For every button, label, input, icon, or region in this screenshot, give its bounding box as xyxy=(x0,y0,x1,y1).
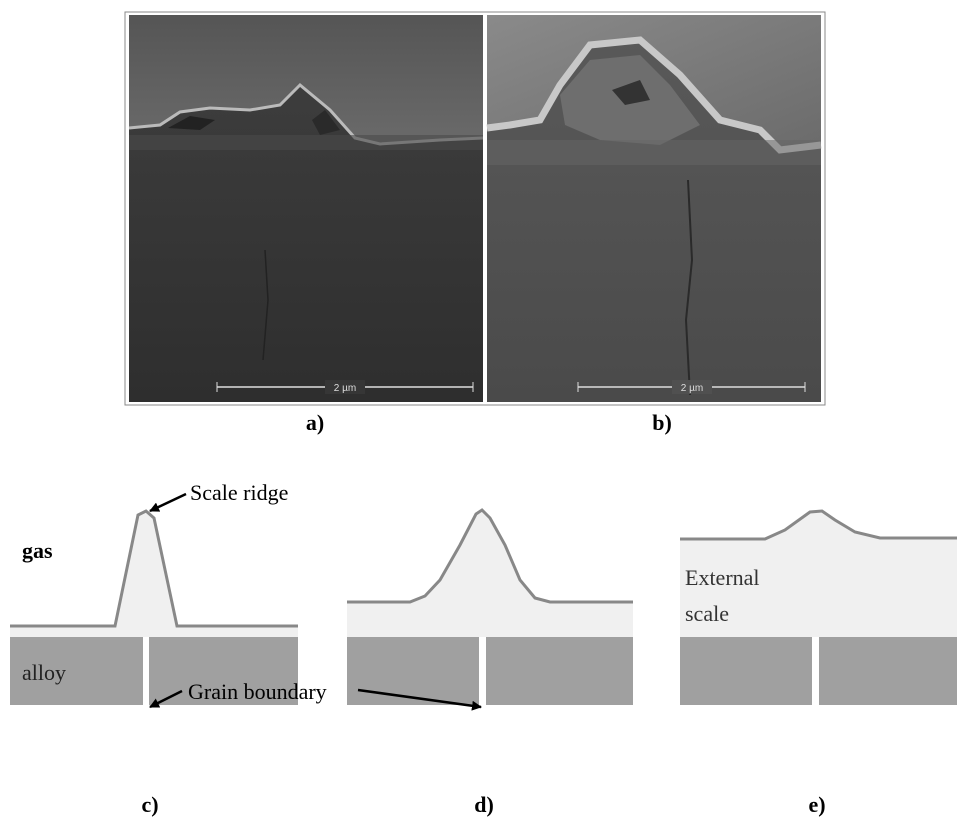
annotation-grain-boundary: Grain boundary xyxy=(188,679,327,704)
annotation-external-scale: scale xyxy=(685,601,729,626)
scale-bar-label: 2 µm xyxy=(334,383,356,394)
scale-bar-label: 2 µm xyxy=(681,383,703,394)
schematic-c xyxy=(10,509,298,705)
arrow xyxy=(149,689,183,709)
panel-label: b) xyxy=(652,410,672,435)
annotation-scale-ridge: Scale ridge xyxy=(190,480,288,505)
schematic-e xyxy=(680,509,957,705)
annotation-external-scale: External xyxy=(685,565,760,590)
panel-label: a) xyxy=(306,410,324,435)
annotation-alloy: alloy xyxy=(22,660,66,685)
schematic-d xyxy=(347,508,633,705)
sem-image-b: 2 µm xyxy=(486,15,822,402)
sem-image-a: 2 µm xyxy=(128,15,484,402)
arrow xyxy=(357,688,482,711)
panel-label: e) xyxy=(808,792,825,817)
annotation-gas: gas xyxy=(22,538,53,563)
arrow xyxy=(149,492,187,513)
panel-label: c) xyxy=(141,792,158,817)
panel-label: d) xyxy=(474,792,494,817)
